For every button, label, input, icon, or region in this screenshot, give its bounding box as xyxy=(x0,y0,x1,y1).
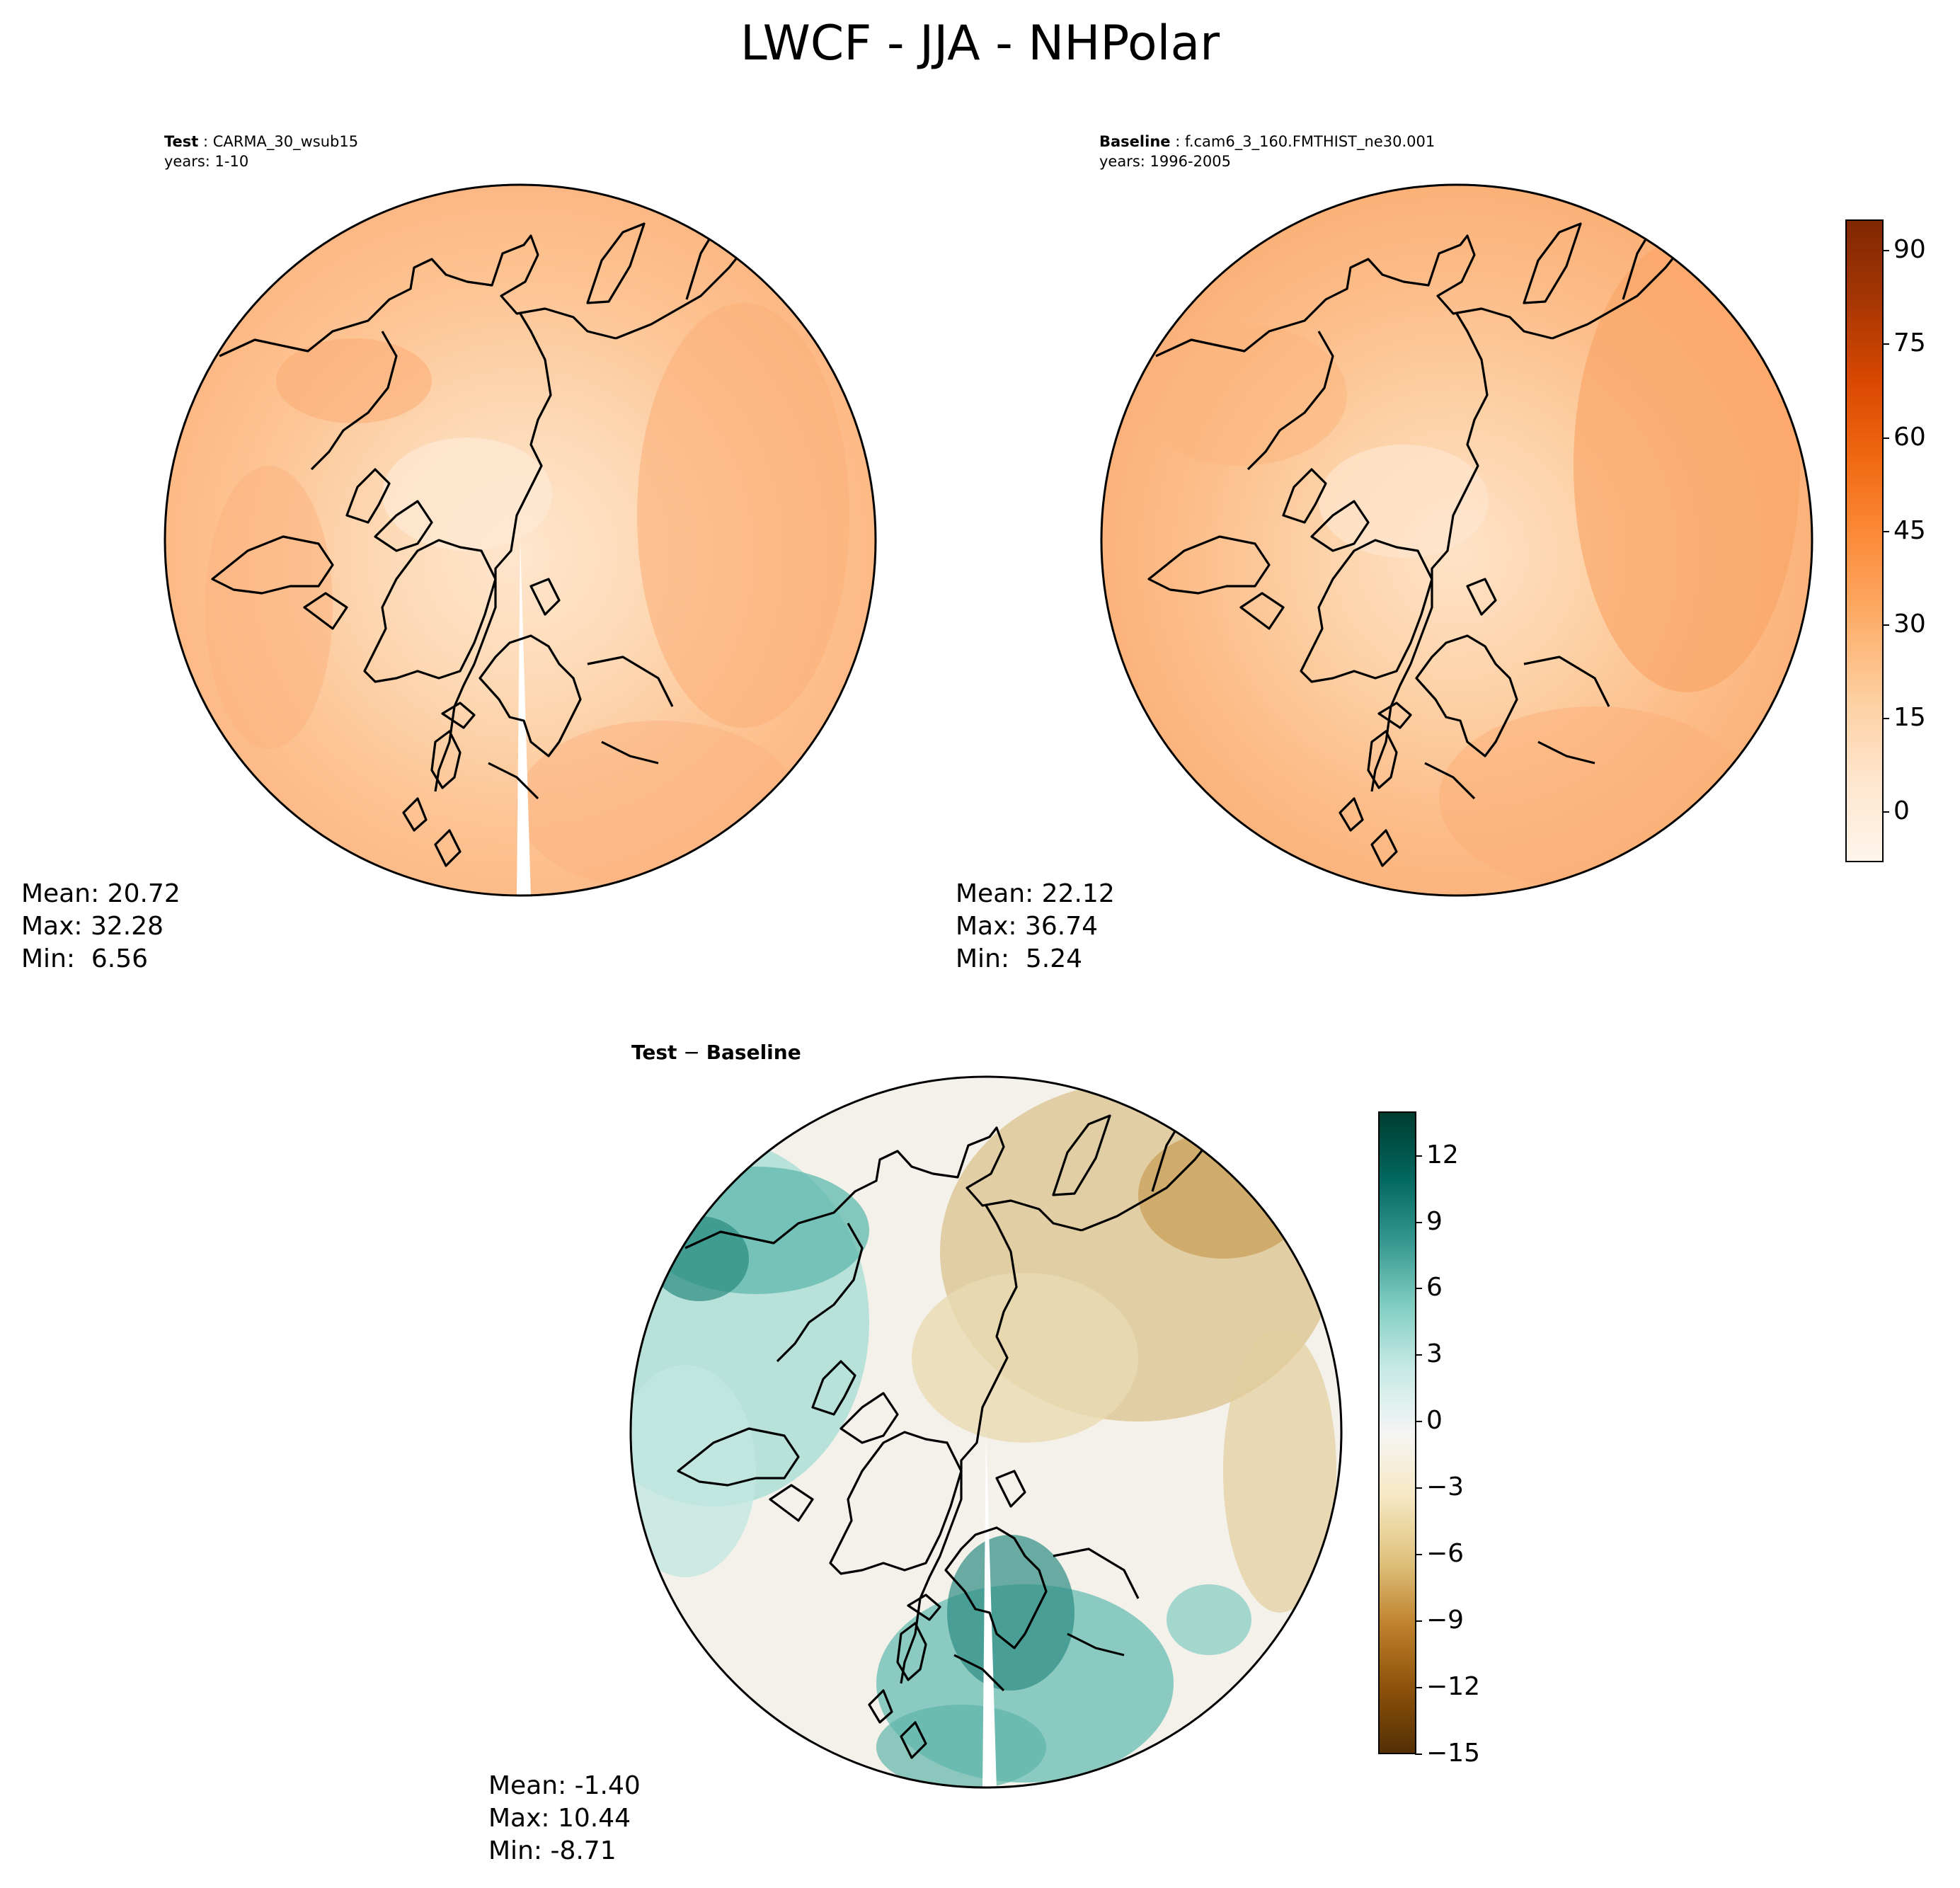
test-case-name: CARMA_30_wsub15 xyxy=(212,133,359,150)
colorbar-difference-tick-mark xyxy=(1415,1155,1422,1157)
colorbar-difference-tick-label: −9 xyxy=(1426,1606,1465,1635)
colorbar-main-tick-label: 30 xyxy=(1893,610,1926,639)
colorbar-main-tick-label: 0 xyxy=(1893,796,1910,826)
test-polar-map xyxy=(164,183,877,897)
colorbar-difference-tick-mark xyxy=(1415,1221,1422,1223)
diff-mean: Mean: -1.40 xyxy=(488,1771,641,1800)
colorbar-difference-tick-mark xyxy=(1415,1687,1422,1689)
colorbar-main-tick-mark xyxy=(1882,530,1889,532)
diff-max: Max: 10.44 xyxy=(488,1804,631,1833)
colorbar-difference-tick-label: 12 xyxy=(1426,1140,1459,1169)
colorbar-main-tick-label: 75 xyxy=(1893,328,1926,358)
colorbar-main-tick-mark xyxy=(1882,624,1889,626)
colorbar-main-tick-mark xyxy=(1882,343,1889,345)
colorbar-main-tick-label: 90 xyxy=(1893,235,1926,265)
colorbar-main-tick-label: 60 xyxy=(1893,422,1926,452)
colorbar-main-tick-mark xyxy=(1882,250,1889,252)
test-caption: Test : CARMA_30_wsub15 years: 1-10 xyxy=(164,133,359,170)
colorbar-difference-tick-label: 9 xyxy=(1426,1206,1443,1236)
colorbar-main-tick-label: 15 xyxy=(1893,703,1926,733)
colorbar-difference-tick-mark xyxy=(1415,1487,1422,1489)
diff-stats: Mean: -1.40 Max: 10.44 Min: -8.71 xyxy=(488,1770,641,1867)
colorbar-difference-tick-mark xyxy=(1415,1421,1422,1423)
colorbar-difference-tick-label: −15 xyxy=(1426,1739,1480,1768)
colorbar-difference xyxy=(1378,1111,1416,1754)
colorbar-difference-tick-mark xyxy=(1415,1554,1422,1556)
colorbar-main-tick-mark xyxy=(1882,718,1889,720)
test-years: years: 1-10 xyxy=(164,153,249,170)
baseline-min: Min: 5.24 xyxy=(956,944,1083,973)
colorbar-difference-tick-label: −6 xyxy=(1426,1539,1465,1569)
difference-polar-map xyxy=(629,1075,1343,1789)
colorbar-main-tick-mark xyxy=(1882,811,1889,813)
colorbar-difference-tick-mark xyxy=(1415,1288,1422,1290)
colorbar-difference-tick-label: −3 xyxy=(1426,1472,1465,1502)
baseline-mean: Mean: 22.12 xyxy=(956,879,1115,908)
diff-min: Min: -8.71 xyxy=(488,1836,617,1865)
colorbar-difference-tick-label: 0 xyxy=(1426,1406,1443,1436)
diff-separator: − xyxy=(677,1041,706,1064)
colorbar-difference-tick-label: 6 xyxy=(1426,1273,1443,1303)
colorbar-main-tick-mark xyxy=(1882,437,1889,439)
colorbar-difference-tick-mark xyxy=(1415,1753,1422,1755)
baseline-caption: Baseline : f.cam6_3_160.FMTHIST_ne30.001… xyxy=(1099,133,1435,170)
baseline-stats: Mean: 22.12 Max: 36.74 Min: 5.24 xyxy=(956,878,1115,976)
diff-label-test: Test xyxy=(631,1041,677,1064)
baseline-years: years: 1996-2005 xyxy=(1099,153,1232,170)
test-mean: Mean: 20.72 xyxy=(21,879,180,908)
baseline-case-name: f.cam6_3_160.FMTHIST_ne30.001 xyxy=(1184,133,1435,150)
colorbar-difference-tick-mark xyxy=(1415,1620,1422,1623)
baseline-label: Baseline xyxy=(1099,133,1171,150)
colorbar-main-tick-label: 45 xyxy=(1893,515,1926,545)
colorbar-main xyxy=(1845,219,1884,862)
colorbar-difference-tick-label: 3 xyxy=(1426,1339,1443,1369)
diff-caption: Test − Baseline xyxy=(631,1041,801,1064)
figure-title: LWCF - JJA - NHPolar xyxy=(740,16,1220,71)
colorbar-difference-tick-label: −12 xyxy=(1426,1672,1480,1702)
test-min: Min: 6.56 xyxy=(21,944,149,973)
diff-label-baseline: Baseline xyxy=(706,1041,801,1064)
colorbar-difference-tick-mark xyxy=(1415,1354,1422,1356)
baseline-polar-map xyxy=(1100,183,1813,897)
test-max: Max: 32.28 xyxy=(21,912,164,941)
test-stats: Mean: 20.72 Max: 32.28 Min: 6.56 xyxy=(21,878,180,976)
test-label: Test xyxy=(164,133,199,150)
baseline-max: Max: 36.74 xyxy=(956,912,1099,941)
